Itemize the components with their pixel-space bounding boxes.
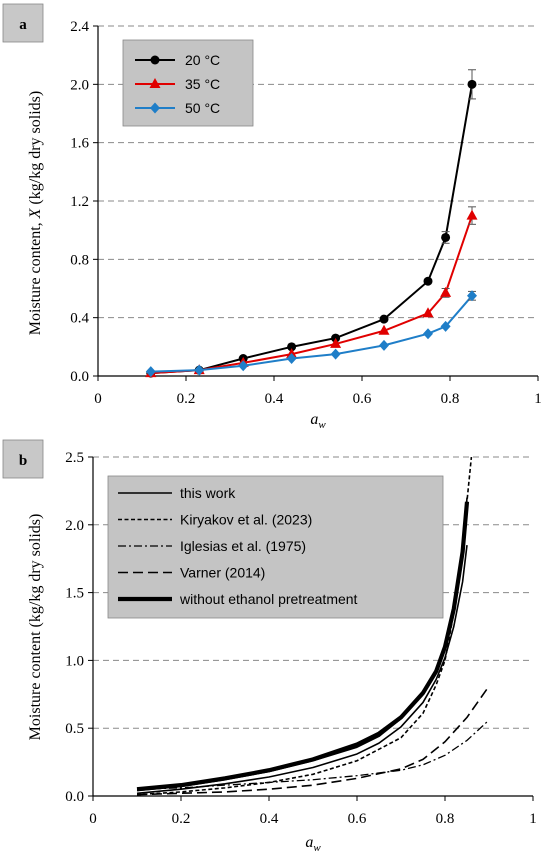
panel-b-series-line <box>136 545 468 795</box>
panel-b-series-line <box>136 501 470 792</box>
panel-b-label: b <box>19 453 27 469</box>
panel-b-y-tick-label: 2.5 <box>65 450 84 466</box>
panel-b-y-tick-label: 0.5 <box>65 721 84 737</box>
panel-a-series-line <box>150 215 473 375</box>
panel-a-data-point <box>287 342 297 352</box>
panel-b-x-ticks: 0 0.2 0.4 0.6 0.8 1 <box>89 796 537 827</box>
panel-a-x-tick-label: 0 <box>94 391 102 407</box>
panel-a-data-point <box>330 337 342 348</box>
panel-a-x-tick-label: 1 <box>534 391 542 407</box>
panel-a-x-tick-label: 0.4 <box>265 391 284 407</box>
panel-a-data-point <box>440 320 451 332</box>
panel-a-y-tick-label: 2.4 <box>70 19 89 35</box>
panel-a-legend-marker <box>150 55 160 65</box>
panel-a-data-point <box>286 353 297 364</box>
panel-b-x-axis-title: aw <box>305 834 321 854</box>
panel-a-y-tick-label: 0.8 <box>70 252 89 268</box>
panel-b-x-tick-label: 0.2 <box>172 811 191 827</box>
panel-a-x-axis-title: aw <box>310 411 326 431</box>
panel-b-x-tick-label: 1 <box>529 811 537 827</box>
panel-a-data-point <box>145 366 156 378</box>
panel-a-data-point <box>238 360 249 372</box>
panel-b-x-tick-label: 0.4 <box>260 811 279 827</box>
panel-b-legend-label: without ethanol pretreatment <box>179 591 358 607</box>
panel-a-legend-label: 50 °C <box>185 100 220 116</box>
panel-a-gridlines <box>98 25 538 319</box>
panel-a-data-point <box>379 339 389 351</box>
panel-a-y-tick-label: 1.2 <box>70 194 89 210</box>
panel-a-data-point <box>194 364 205 376</box>
panel-a-legend-label: 20 °C <box>185 52 220 68</box>
panel-a-data-point <box>330 348 341 360</box>
panel-b-series <box>136 457 490 796</box>
panel-a-label-box <box>2 3 44 43</box>
panel-b-y-tick-label: 1.0 <box>65 653 84 669</box>
panel-b-legend-label: Iglesias et al. (1975) <box>180 538 306 554</box>
panel-a-data-point <box>423 328 433 340</box>
panel-b-y-tick-label: 1.5 <box>65 586 84 602</box>
panel-a-x-tick-label: 0.6 <box>353 391 372 407</box>
panel-a-y-axis-title: Moisture content, X (kg/kg dry solids) <box>27 91 44 335</box>
panel-a-data-point <box>467 79 477 89</box>
panel-a-y-tick-label: 0.0 <box>70 369 89 385</box>
panel-a-x-tick-label: 0.2 <box>177 391 196 407</box>
panel-a-data-point <box>422 307 434 318</box>
panel-b-series-line <box>136 719 490 790</box>
panel-b: b 0.0 0.5 1.0 1.5 2.0 2.5 0 0.2 0.4 0.6 0.8 1 Mois… <box>2 439 537 854</box>
panel-a-legend-marker <box>150 102 160 114</box>
panel-b-legend: this work Kiryakov et al. (2023) Iglesias … <box>107 475 444 619</box>
panel-b-legend-label: Varner (2014) <box>180 565 265 581</box>
panel-b-y-tick-label: 2.0 <box>65 518 84 534</box>
panel-a-y-tick-label: 0.4 <box>70 311 89 327</box>
panel-b-label-box <box>2 439 44 479</box>
panel-b-series-line <box>136 685 490 796</box>
panel-b-y-axis-title: Moisture content (kg/kg dry solids) <box>27 514 44 741</box>
panel-a-series-line <box>150 84 473 375</box>
panel-b-x-tick-label: 0.8 <box>436 811 455 827</box>
panel-a-legend-marker <box>149 78 161 88</box>
panel-a-legend-label: 35 °C <box>185 76 220 92</box>
panel-a-series <box>145 69 478 378</box>
panel-a-data-point <box>378 324 390 335</box>
panel-b-y-ticks: 0.0 0.5 1.0 1.5 2.0 2.5 <box>65 450 93 805</box>
panel-b-axes <box>92 457 533 797</box>
panel-a-data-point <box>379 314 389 324</box>
panel-b-legend-label: this work <box>180 485 236 501</box>
panel-a: a 0.0 0.4 0.8 1.2 1.6 2.0 2.4 0 0.2 0.4 0.6 0.8 1 M… <box>2 3 542 431</box>
panel-a-data-point <box>441 232 451 242</box>
panel-b-x-tick-label: 0 <box>89 811 97 827</box>
panel-a-x-tick-label: 0.8 <box>441 391 460 407</box>
panel-b-y-tick-label: 0.0 <box>65 789 84 805</box>
panel-b-legend-box <box>107 475 444 619</box>
panel-a-data-point <box>467 290 477 302</box>
panel-b-x-tick-label: 0.6 <box>348 811 367 827</box>
panel-a-y-tick-label: 2.0 <box>70 77 89 93</box>
panel-a-y-tick-label: 1.6 <box>70 136 89 152</box>
panel-a-label: a <box>19 17 27 33</box>
panel-a-data-point <box>466 209 478 220</box>
panel-a-legend: 20 °C 35 °C 50 °C <box>122 39 254 127</box>
panel-a-data-point <box>423 276 433 286</box>
panel-a-data-point <box>440 286 452 297</box>
panel-a-x-ticks: 0 0.2 0.4 0.6 0.8 1 <box>94 376 542 407</box>
panel-b-legend-label: Kiryakov et al. (2023) <box>180 512 312 528</box>
panel-a-y-ticks: 0.0 0.4 0.8 1.2 1.6 2.0 2.4 <box>70 19 98 385</box>
